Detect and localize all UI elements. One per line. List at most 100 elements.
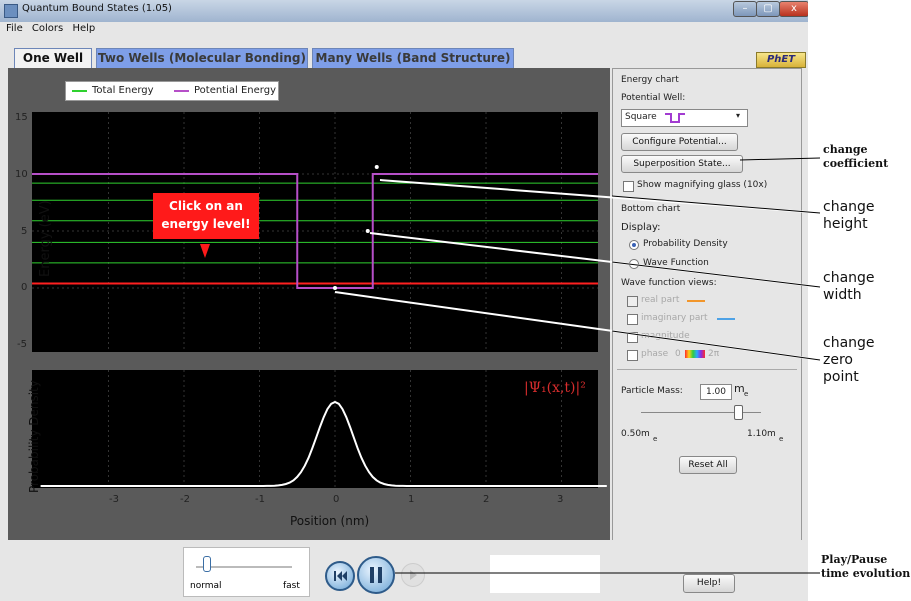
phase-color-bar xyxy=(685,350,705,358)
energy-chart-heading: Energy chart xyxy=(621,75,679,85)
magnitude-label: magnitude xyxy=(641,331,690,341)
legend-total-label: Total Energy xyxy=(92,85,154,96)
x-tick-3: 3 xyxy=(557,494,564,505)
annotation-width: change width xyxy=(823,270,875,304)
x-tick-1: 1 xyxy=(408,494,415,505)
x-tick-0: 0 xyxy=(333,494,340,505)
display-label: Display: xyxy=(621,222,661,233)
particle-mass-label: Particle Mass: xyxy=(621,386,683,396)
tab-one-well[interactable]: One Well xyxy=(14,48,92,68)
menu-file[interactable]: File xyxy=(6,23,23,34)
restart-button[interactable] xyxy=(325,561,355,591)
x-tick-2: 2 xyxy=(483,494,490,505)
phase-checkbox[interactable] xyxy=(627,350,638,361)
wave-function-label: Wave Function xyxy=(643,258,709,268)
mass-max-label: 1.10m xyxy=(747,429,776,439)
app-icon xyxy=(4,4,18,18)
legend-potential-label: Potential Energy xyxy=(194,85,276,96)
click-energy-hint: Click on an energy level! xyxy=(153,193,259,239)
anno-play-2: time evolution xyxy=(821,567,911,580)
width-handle xyxy=(365,229,370,233)
anno-zero-3: point xyxy=(823,369,859,385)
annotation-play-pause: Play/Pause time evolution xyxy=(821,553,910,581)
anno-width-2: width xyxy=(823,287,862,303)
speed-control: normal fast xyxy=(183,547,310,597)
phase-2pi-label: 2π xyxy=(708,349,720,359)
annotation-line-zero xyxy=(611,330,821,361)
anno-coef-2: coefficient xyxy=(823,157,889,170)
prob-density-radio[interactable] xyxy=(629,240,639,250)
wf-views-label: Wave function views: xyxy=(621,278,717,288)
imaginary-part-checkbox[interactable] xyxy=(627,314,638,325)
mass-slider-thumb[interactable] xyxy=(734,405,743,420)
anno-height-1: change xyxy=(823,199,875,215)
anno-zero-1: change xyxy=(823,335,875,351)
psi-squared-label: |Ψ₁(x,t)|² xyxy=(524,380,586,396)
mass-unit-sub: e xyxy=(744,390,749,398)
particle-mass-field[interactable]: 1.00 xyxy=(700,384,732,400)
probability-plot xyxy=(40,370,607,488)
x-axis-label: Position (nm) xyxy=(290,514,370,528)
annotation-height: change height xyxy=(823,199,875,233)
anno-height-2: height xyxy=(823,216,868,232)
reset-all-button[interactable]: Reset All xyxy=(679,456,737,474)
speed-slider-thumb[interactable] xyxy=(203,556,211,572)
y-tick-0: 0 xyxy=(21,282,28,293)
x-tick-minus1: -1 xyxy=(255,494,265,505)
annotation-line-width xyxy=(611,261,821,288)
probability-density-curve xyxy=(40,400,607,487)
tab-many-wells[interactable]: Many Wells (Band Structure) xyxy=(312,48,514,68)
menu-bar: File Colors Help xyxy=(0,23,808,37)
bottom-chart-heading: Bottom chart xyxy=(621,204,681,214)
probability-chart xyxy=(32,370,607,488)
potential-well-select[interactable]: Square ▾ xyxy=(621,109,748,127)
x-tick-minus2: -2 xyxy=(180,494,190,505)
magnify-checkbox[interactable] xyxy=(623,181,634,192)
phet-logo: PhET xyxy=(756,52,806,68)
control-panel: Energy chart Potential Well: Square ▾ Co… xyxy=(612,68,802,544)
mass-unit: m xyxy=(734,382,745,395)
hint-line-2: energy level! xyxy=(161,217,251,231)
imaginary-part-label: imaginary part xyxy=(641,313,708,323)
magnitude-checkbox[interactable] xyxy=(627,332,638,343)
menu-colors[interactable]: Colors xyxy=(31,23,64,34)
anno-coef-1: change xyxy=(823,143,868,156)
menu-help[interactable]: Help xyxy=(72,23,96,34)
window-title: Quantum Bound States (1.05) xyxy=(22,3,172,14)
real-part-label: real part xyxy=(641,295,680,305)
pause-button[interactable] xyxy=(357,556,395,594)
annotation-zero-point: change zero point xyxy=(823,335,875,386)
mass-min-sub: e xyxy=(653,435,658,443)
anno-play-1: Play/Pause xyxy=(821,553,888,566)
prob-density-label: Probability Density xyxy=(643,239,728,249)
annotation-coefficient: change coefficient xyxy=(823,143,888,171)
close-button[interactable]: x xyxy=(779,1,808,17)
zero-point-handle xyxy=(333,286,337,290)
tab-two-wells[interactable]: Two Wells (Molecular Bonding) xyxy=(96,48,308,68)
configure-potential-button[interactable]: Configure Potential... xyxy=(621,133,738,151)
restart-icon xyxy=(334,571,347,581)
potential-well-label: Potential Well: xyxy=(621,93,686,103)
help-button[interactable]: Help! xyxy=(683,574,735,593)
mass-slider-track[interactable] xyxy=(641,412,761,413)
well-select-value: Square xyxy=(625,112,657,122)
magnify-label: Show magnifying glass (10x) xyxy=(637,180,768,190)
height-handle xyxy=(374,165,379,169)
energy-legend: Total Energy Potential Energy xyxy=(65,81,279,101)
panel-divider xyxy=(617,369,797,370)
speed-normal-label: normal xyxy=(190,581,222,591)
title-bar: Quantum Bound States (1.05) – ▢ x xyxy=(0,0,808,22)
legend-total-swatch xyxy=(72,90,87,92)
annotation-line-height xyxy=(611,195,821,214)
square-well-icon xyxy=(665,113,685,123)
hint-line-1: Click on an xyxy=(169,199,243,213)
energy-chart[interactable] xyxy=(32,112,598,352)
anno-zero-2: zero xyxy=(823,352,853,368)
superposition-state-button[interactable]: Superposition State... xyxy=(621,155,743,173)
anno-width-1: change xyxy=(823,270,875,286)
chevron-down-icon[interactable]: ▾ xyxy=(736,111,741,120)
speed-slider-track[interactable] xyxy=(196,566,292,568)
real-part-checkbox[interactable] xyxy=(627,296,638,307)
y-tick-minus5: -5 xyxy=(17,339,27,350)
